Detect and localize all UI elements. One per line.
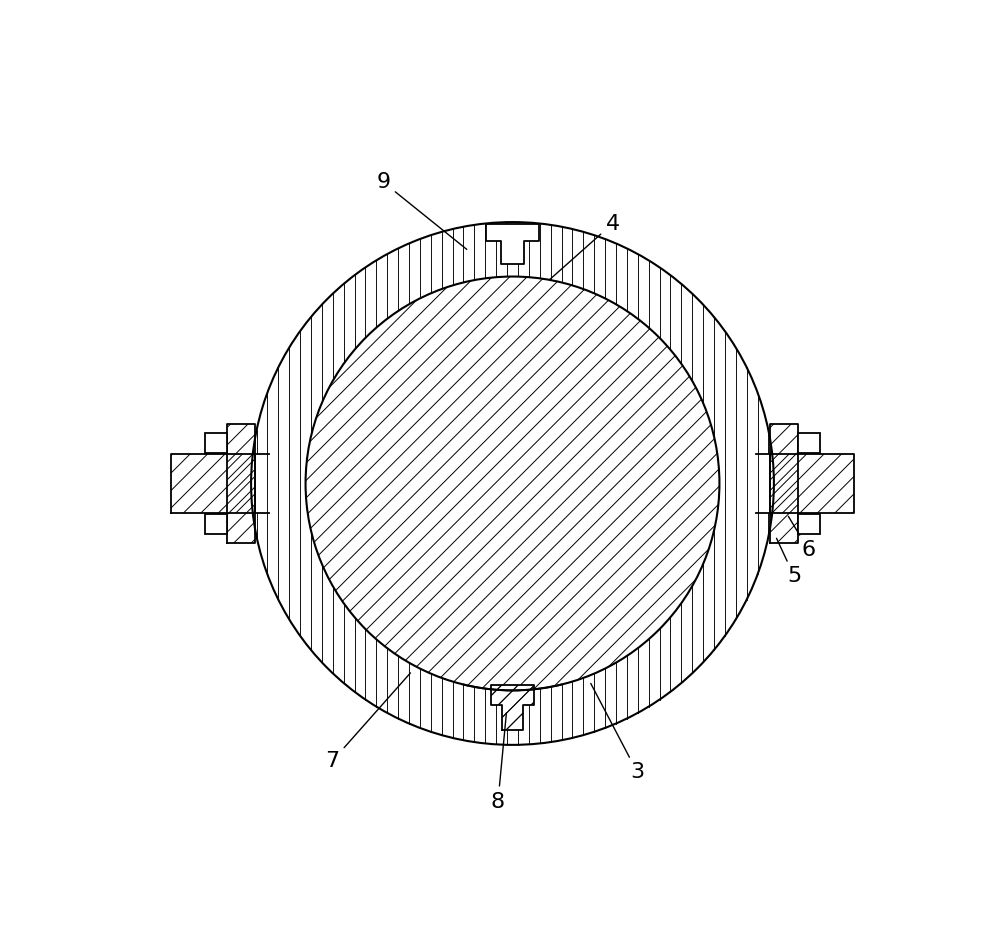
Polygon shape [770,455,854,512]
Text: 3: 3 [591,684,644,783]
Text: 4: 4 [549,213,620,280]
Polygon shape [798,433,820,453]
Text: 6: 6 [788,517,816,560]
Polygon shape [251,223,774,745]
Polygon shape [486,224,539,264]
Polygon shape [491,685,534,730]
Text: 5: 5 [777,538,801,587]
Text: 7: 7 [325,673,410,770]
Polygon shape [171,455,258,512]
Text: 9: 9 [376,173,467,249]
Text: 8: 8 [491,713,506,812]
Polygon shape [767,455,854,512]
Polygon shape [798,514,820,535]
Polygon shape [306,276,719,690]
Polygon shape [205,514,227,535]
Polygon shape [205,433,227,453]
Polygon shape [171,455,255,512]
